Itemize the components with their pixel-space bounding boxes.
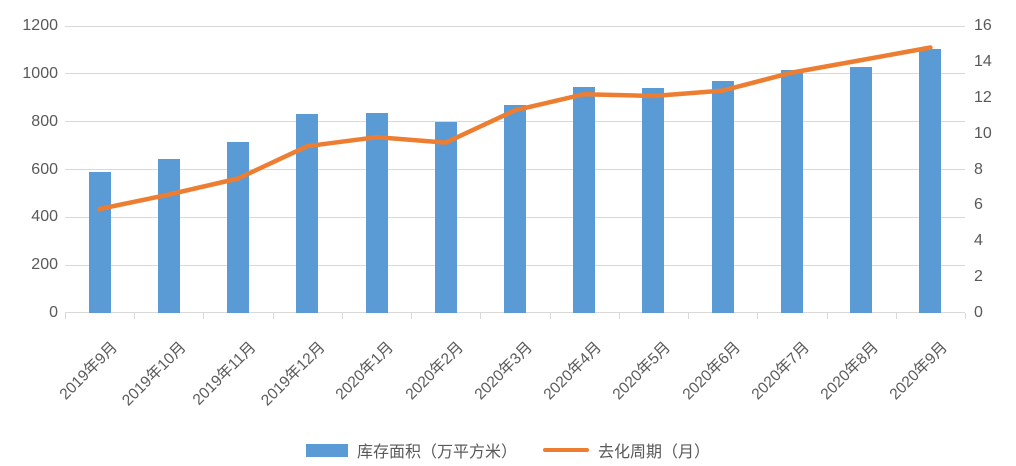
right-axis-tick-label: 10 <box>974 124 992 142</box>
line-swatch-icon <box>543 447 589 453</box>
right-axis-tick-label: 4 <box>974 232 983 250</box>
legend-item-destocking-cycle: 去化周期（月） <box>543 438 710 462</box>
line-series <box>97 45 933 212</box>
x-axis-tick <box>549 313 551 319</box>
left-axis-tick-label: 0 <box>49 304 58 321</box>
gridline <box>65 73 965 75</box>
x-axis-category-label: 2019年10月 <box>119 338 190 410</box>
right-axis-tick-label: 12 <box>974 88 992 106</box>
bar <box>711 81 734 313</box>
bar <box>296 114 319 313</box>
right-axis-tick-label: 16 <box>974 17 992 34</box>
bar-series <box>65 26 965 313</box>
x-axis-category-label: 2020年2月 <box>402 338 467 404</box>
x-axis-category-label: 2020年3月 <box>471 338 536 404</box>
x-axis-tick <box>411 313 413 319</box>
x-axis-category-label: 2020年5月 <box>609 338 675 404</box>
x-axis-tick <box>618 313 620 319</box>
x-axis-tick <box>688 313 690 319</box>
x-axis-tick <box>895 313 897 319</box>
legend-item-inventory-area: 库存面积（万平方米） <box>305 438 517 462</box>
x-axis-category-label: 2019年12月 <box>257 338 329 410</box>
bar <box>642 88 665 313</box>
right-axis-tick-label: 8 <box>974 160 983 178</box>
bar <box>850 66 873 313</box>
legend: 库存面积（万平方米） 去化周期（月） <box>0 438 1016 462</box>
x-axis-category-label: 2019年9月 <box>56 338 121 404</box>
left-axis-tick-label: 1000 <box>22 64 58 82</box>
x-axis-category-label: 2020年9月 <box>886 338 952 404</box>
left-axis-tick-label: 400 <box>31 208 58 226</box>
bar <box>573 86 596 313</box>
bar <box>434 121 457 313</box>
x-axis-category-label: 2020年7月 <box>748 338 813 404</box>
x-axis-tick <box>203 313 205 319</box>
right-axis-tick-label: 14 <box>974 52 992 70</box>
legend-label-destocking-cycle: 去化周期（月） <box>598 444 711 461</box>
x-axis-tick <box>965 313 966 319</box>
x-axis-tick <box>480 313 482 319</box>
x-axis-tick <box>134 313 136 319</box>
x-axis-tick <box>826 313 828 319</box>
left-axis-tick-label: 800 <box>31 112 58 130</box>
left-axis-tick-label: 200 <box>31 256 58 274</box>
bar <box>365 113 388 313</box>
right-axis-tick-label: 0 <box>974 304 983 321</box>
legend-label-inventory-area: 库存面积（万平方米） <box>356 444 517 461</box>
bar <box>780 70 803 313</box>
bar-swatch-icon <box>305 443 348 457</box>
x-axis-category-label: 2020年6月 <box>679 338 744 404</box>
destocking-cycle-line <box>97 45 933 212</box>
x-axis-category-label: 2019年11月 <box>189 338 259 409</box>
x-axis-tick <box>272 313 274 319</box>
gridline <box>65 25 965 27</box>
bar <box>227 141 250 313</box>
left-axis-tick-label: 1200 <box>22 17 58 34</box>
right-axis-tick-label: 6 <box>974 196 983 214</box>
x-axis-tick <box>65 313 66 319</box>
left-axis-tick-label: 600 <box>31 160 58 178</box>
x-axis-tick <box>757 313 759 319</box>
x-axis-tick <box>341 313 343 319</box>
bar <box>504 104 526 313</box>
bar <box>919 48 942 313</box>
x-axis-category-label: 2020年4月 <box>540 338 606 404</box>
x-axis-category-label: 2020年8月 <box>817 338 883 404</box>
x-axis-category-label: 2020年1月 <box>332 338 398 404</box>
right-axis-tick-label: 2 <box>974 268 983 286</box>
